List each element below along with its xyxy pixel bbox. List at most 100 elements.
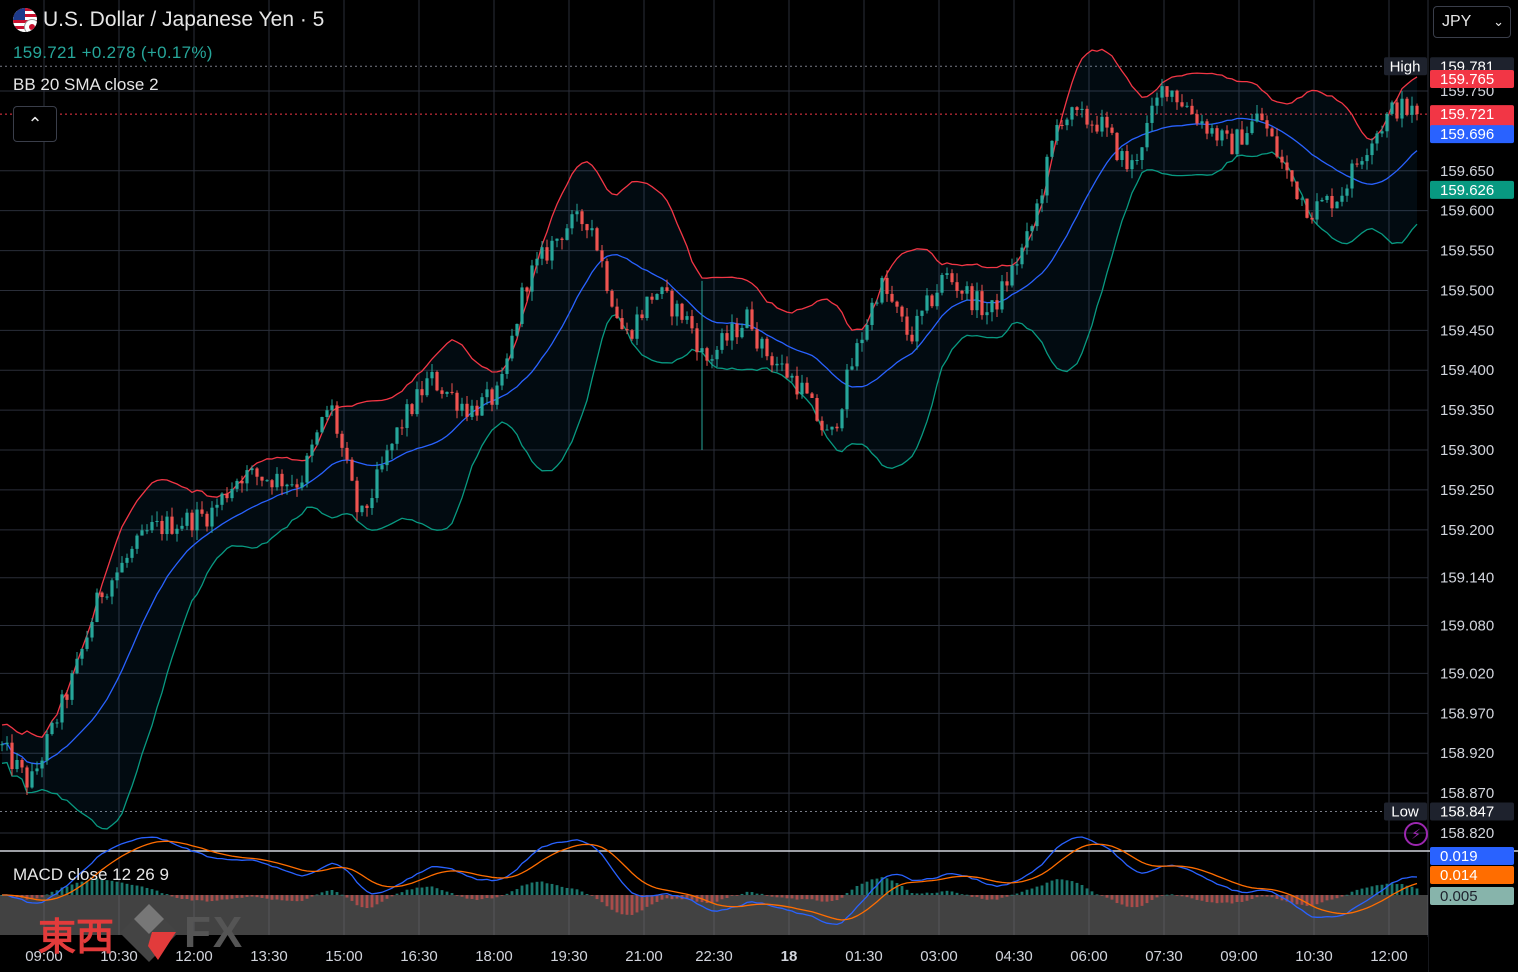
lightning-icon[interactable]: ⚡ (1404, 822, 1428, 846)
macd-histogram-bar (1230, 895, 1234, 904)
candle-body (350, 459, 354, 481)
candle-body (895, 301, 899, 307)
macd-histogram-bar (735, 895, 739, 896)
macd-histogram-bar (890, 880, 894, 895)
candle-body (1235, 129, 1239, 155)
candle-body (1125, 151, 1129, 170)
candle-body (25, 767, 29, 788)
candle-body (940, 274, 944, 293)
macd-histogram-bar (30, 895, 34, 900)
candle-body (865, 324, 869, 340)
macd-histogram-bar (130, 884, 134, 895)
candle-body (1140, 147, 1144, 161)
macd-histogram-bar (340, 894, 344, 896)
macd-histogram-bar (690, 895, 694, 900)
macd-histogram-bar (490, 895, 494, 899)
candle-body (515, 323, 519, 336)
time-axis[interactable]: 09:00 10:30 12:00 13:30 15:00 16:30 18:00 19:30… (0, 937, 1428, 972)
price-tick-label: 159.550 (1440, 243, 1494, 260)
time-tick-label: 22:30 (695, 948, 733, 965)
macd-indicator-label[interactable]: MACD close 12 26 9 (13, 865, 169, 884)
macd-histogram-bar (530, 882, 534, 895)
macd-histogram-bar (190, 895, 194, 901)
macd-histogram-bar (385, 895, 389, 899)
time-tick-label: 16:30 (400, 948, 438, 965)
bb-indicator-label[interactable]: BB 20 SMA close 2 (13, 75, 159, 94)
candle-body (785, 363, 789, 378)
macd-histogram-bar (1235, 895, 1239, 903)
candle-body (595, 228, 599, 251)
macd-histogram-bar (1080, 885, 1084, 895)
macd-histogram-bar (1250, 895, 1254, 899)
macd-histogram-bar (795, 895, 799, 900)
collapse-legend-button[interactable]: ⌃ (13, 106, 57, 142)
currency-select[interactable]: JPY ⌄ (1433, 6, 1511, 38)
candle-body (1025, 231, 1029, 248)
candle-body (640, 314, 644, 318)
macd-histogram-bar (780, 895, 784, 898)
candle-body (225, 493, 229, 499)
macd-histogram-bar (230, 895, 234, 899)
candle-body (530, 265, 534, 292)
candle-body (275, 473, 279, 488)
candle-body (1365, 155, 1369, 162)
macd-histogram-bar (140, 886, 144, 895)
time-tick-label: 12:00 (175, 948, 213, 965)
candle-body (185, 512, 189, 526)
macd-histogram-bar (95, 878, 99, 895)
macd-histogram-bar (115, 881, 119, 895)
candle-body (105, 596, 109, 598)
macd-label-box (1430, 866, 1514, 884)
candle-body (560, 238, 564, 240)
macd-histogram-bar (835, 895, 839, 901)
candle-body (1100, 116, 1104, 132)
candle-body (150, 521, 154, 531)
macd-histogram-bar (720, 895, 724, 900)
macd-histogram-bar (1410, 886, 1414, 895)
candle-body (685, 316, 689, 320)
macd-histogram-bar (995, 895, 999, 900)
candle-body (155, 520, 159, 522)
macd-histogram-bar (660, 895, 664, 900)
candle-body (1245, 133, 1249, 145)
macd-histogram-bar (1275, 895, 1279, 899)
macd-histogram-bar (650, 895, 654, 905)
candle-body (30, 771, 34, 788)
macd-histogram-bar (250, 895, 254, 897)
price-tick-label: 158.870 (1440, 785, 1494, 802)
macd-histogram-bar (785, 895, 789, 899)
macd-histogram-bar (875, 878, 879, 895)
time-axis-bg (0, 937, 1428, 972)
candle-body (420, 389, 424, 396)
price-label-box (1430, 70, 1514, 89)
macd-histogram-bar (1000, 895, 1004, 898)
candle-body (680, 303, 684, 320)
candle-body (1265, 120, 1269, 129)
macd-histogram-bar (1415, 888, 1419, 895)
macd-histogram-bar (135, 885, 139, 895)
macd-histogram-bar (980, 895, 984, 899)
macd-histogram-bar (580, 891, 584, 895)
macd-histogram-bar (270, 895, 274, 900)
candle-body (1180, 102, 1184, 107)
macd-lower-shade (0, 895, 1428, 935)
macd-histogram-bar (665, 895, 669, 899)
candle-body (600, 250, 604, 262)
candle-body (265, 480, 269, 482)
time-tick-label: 10:30 (1295, 948, 1333, 965)
macd-histogram-bar (335, 892, 339, 895)
macd-histogram-bar (630, 895, 634, 915)
macd-histogram-bar (70, 884, 74, 895)
macd-histogram-bar (1100, 895, 1104, 896)
candle-body (845, 369, 849, 410)
price-tick-label: 159.020 (1440, 665, 1494, 682)
symbol-header[interactable]: U.S. Dollar / Japanese Yen · 5 (13, 8, 324, 32)
price-tick-label: 158.920 (1440, 745, 1494, 762)
candle-body (1325, 195, 1329, 200)
time-tick-label: 01:30 (845, 948, 883, 965)
macd-histogram-bar (215, 895, 219, 901)
candle-body (815, 397, 819, 421)
macd-histogram-bar (605, 895, 609, 907)
candle-body (705, 348, 709, 361)
